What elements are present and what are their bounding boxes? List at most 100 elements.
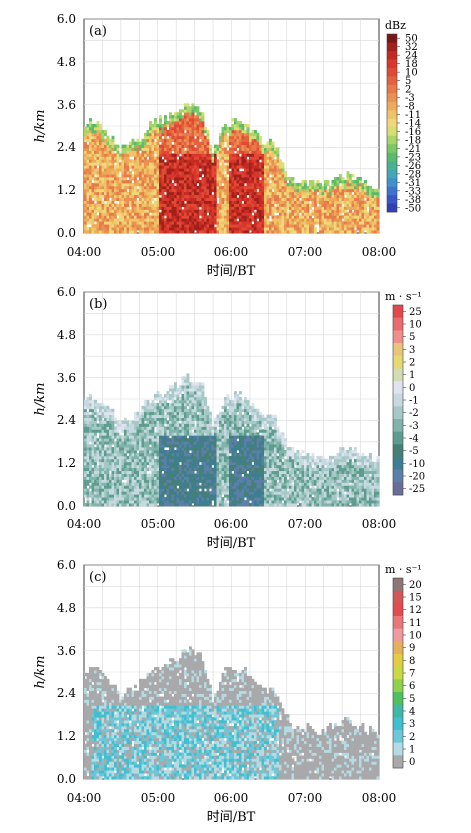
field-cell — [101, 168, 105, 172]
field-cell — [171, 118, 175, 122]
field-cell — [234, 135, 237, 140]
field-cell — [186, 174, 190, 178]
field-cell — [281, 197, 285, 201]
field-cell — [101, 230, 105, 234]
field-cell — [149, 423, 152, 427]
field-cell — [156, 197, 160, 201]
field-cell — [261, 159, 265, 163]
field-cell — [171, 396, 175, 401]
field-cell — [339, 215, 342, 219]
field-cell — [356, 185, 360, 190]
field-cell — [91, 165, 95, 169]
field-cell — [166, 467, 170, 472]
field-cell — [161, 224, 165, 228]
field-cell — [176, 215, 180, 219]
field-cell — [86, 420, 90, 424]
field-cell — [129, 212, 132, 216]
field-cell — [179, 188, 182, 193]
field-cell — [339, 174, 342, 178]
field-cell — [94, 206, 97, 210]
field-cell — [101, 221, 105, 225]
field-cell — [106, 485, 110, 489]
field-cell — [144, 159, 147, 163]
field-cell — [291, 182, 295, 187]
field-cell — [149, 494, 152, 498]
field-cell — [196, 179, 200, 184]
field-cell — [144, 185, 147, 190]
field-cell — [354, 182, 357, 187]
field-cell — [99, 447, 102, 451]
field-cell — [226, 156, 230, 160]
field-cell — [151, 411, 155, 416]
field-cell — [154, 135, 157, 140]
field-cell — [364, 194, 367, 199]
field-cell — [244, 227, 247, 231]
field-cell — [179, 473, 182, 477]
field-cell — [181, 491, 185, 495]
field-cell — [161, 132, 165, 137]
field-cell — [99, 200, 102, 204]
field-cell — [84, 485, 87, 489]
field-cell — [164, 123, 167, 128]
field-cell — [186, 470, 190, 474]
field-cell — [154, 159, 157, 163]
field-cell — [89, 414, 92, 419]
field-cell — [191, 500, 195, 504]
field-cell — [114, 435, 117, 439]
field-cell — [314, 200, 317, 204]
field-cell — [101, 455, 105, 460]
field-cell — [119, 447, 122, 451]
field-cell — [189, 191, 192, 196]
field-cell — [134, 494, 137, 498]
field-cell — [124, 230, 127, 234]
field-cell — [86, 132, 90, 137]
field-cell — [376, 227, 380, 231]
field-cell — [231, 197, 235, 201]
field-cell — [189, 497, 192, 501]
field-cell — [359, 185, 362, 190]
field-cell — [251, 177, 255, 181]
field-cell — [304, 182, 307, 187]
field-cell — [191, 106, 195, 110]
field-cell — [89, 450, 92, 454]
field-cell — [146, 209, 150, 213]
field-cell — [84, 444, 87, 448]
field-cell — [374, 218, 377, 222]
field-cell — [134, 168, 137, 172]
field-cell — [99, 168, 102, 172]
field-cell — [291, 188, 295, 193]
field-cell — [176, 500, 180, 504]
field-cell — [279, 165, 282, 169]
field-cell — [151, 426, 155, 430]
field-cell — [174, 218, 177, 222]
field-cell — [201, 153, 205, 157]
field-cell — [94, 497, 97, 501]
field-cell — [174, 423, 177, 427]
field-cell — [136, 144, 140, 148]
field-cell — [159, 420, 162, 424]
field-cell — [186, 479, 190, 483]
field-cell — [254, 212, 257, 216]
field-cell — [349, 177, 352, 181]
field-cell — [206, 200, 210, 204]
field-cell — [91, 227, 95, 231]
field-cell — [196, 203, 200, 207]
field-cell — [121, 212, 125, 216]
field-cell — [131, 138, 135, 143]
field-cell — [136, 191, 140, 196]
field-cell — [134, 194, 137, 199]
field-cell — [144, 500, 147, 504]
field-cell — [114, 168, 117, 172]
field-cell — [374, 206, 377, 210]
field-cell — [191, 441, 195, 445]
field-cell — [179, 159, 182, 163]
field-cell — [181, 450, 185, 454]
field-cell — [181, 388, 185, 392]
field-cell — [159, 402, 162, 407]
field-cell — [126, 153, 130, 157]
colorbar-label: 24 — [405, 51, 418, 62]
field-cell — [151, 420, 155, 424]
field-cell — [109, 500, 112, 504]
field-cell — [164, 221, 167, 225]
field-cell — [86, 402, 90, 407]
